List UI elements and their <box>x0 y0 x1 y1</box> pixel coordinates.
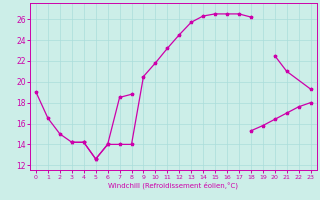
X-axis label: Windchill (Refroidissement éolien,°C): Windchill (Refroidissement éolien,°C) <box>108 181 238 189</box>
